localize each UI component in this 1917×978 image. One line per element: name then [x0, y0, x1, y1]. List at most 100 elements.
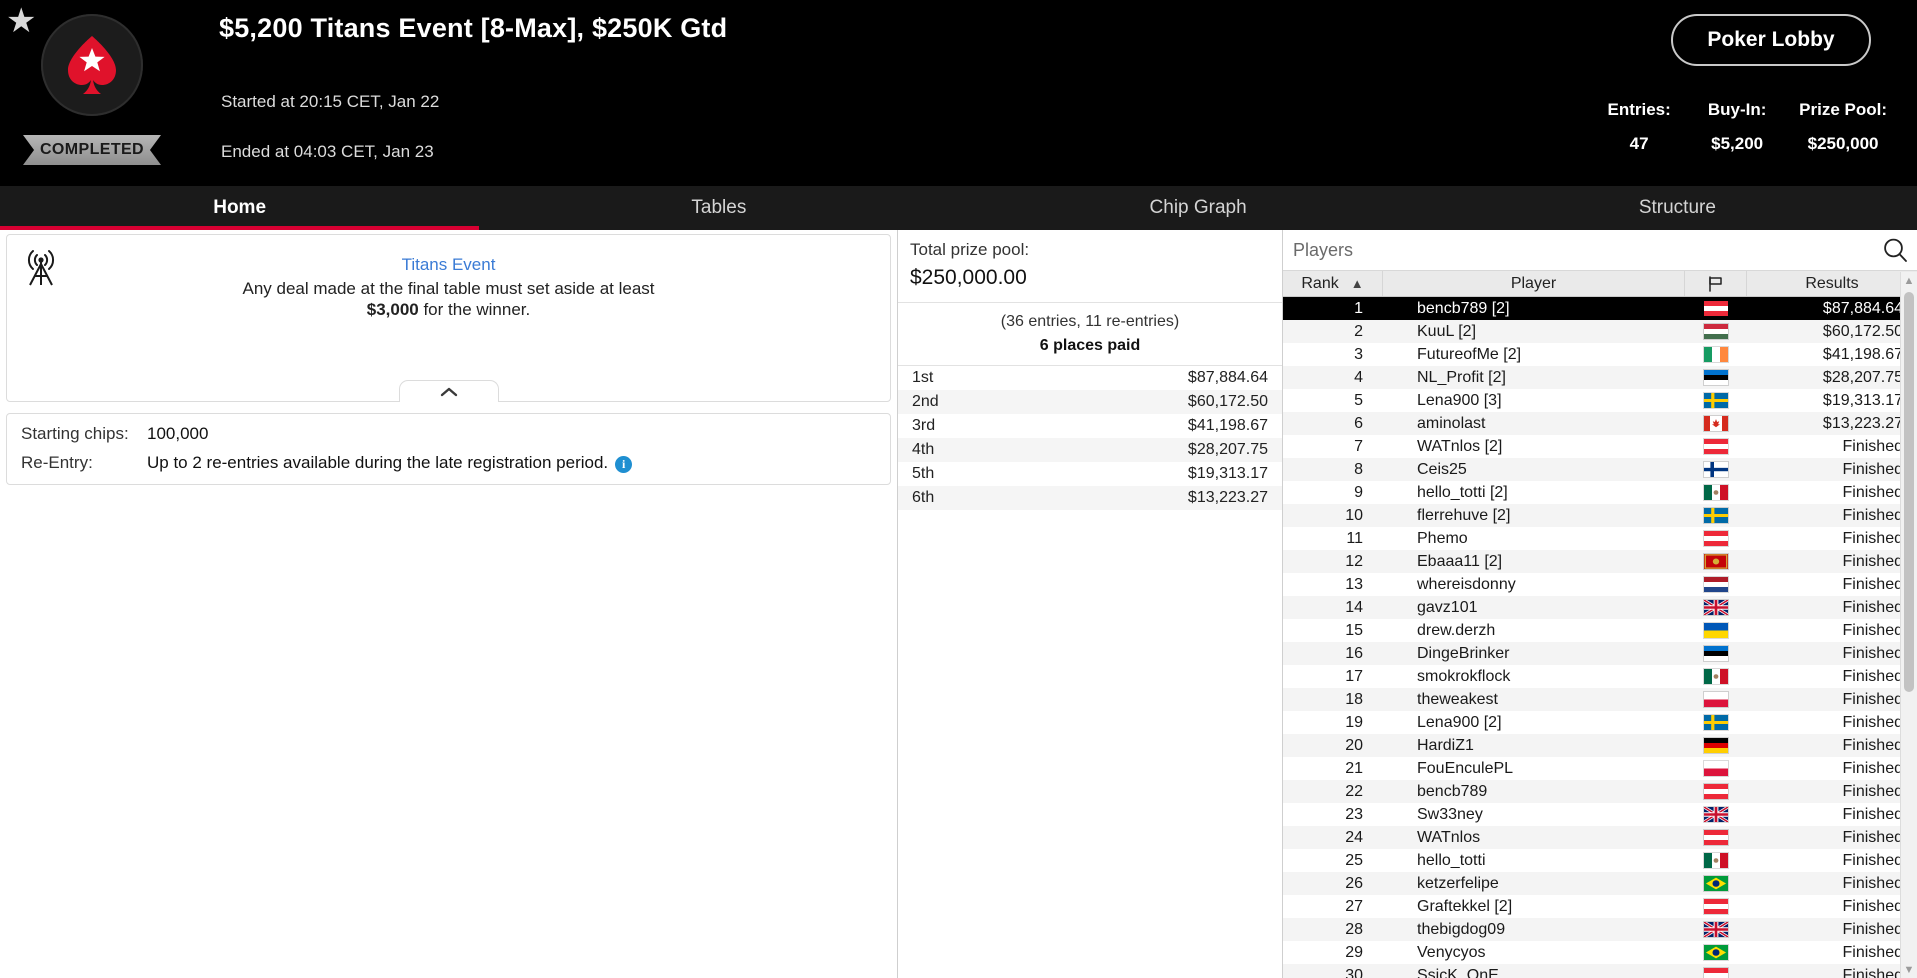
table-row[interactable]: 24 WATnlos Finished	[1283, 826, 1917, 850]
cell-country	[1685, 323, 1747, 341]
tab-structure[interactable]: Structure	[1638, 197, 1716, 218]
br-flag-icon	[1703, 944, 1729, 962]
prize-pool-column: Total prize pool: $250,000.00 (36 entrie…	[898, 230, 1283, 978]
table-row[interactable]: 2 KuuL [2] $60,172.50	[1283, 320, 1917, 344]
starting-chips-label: Starting chips:	[21, 424, 129, 443]
table-row[interactable]: 13 whereisdonny Finished	[1283, 573, 1917, 596]
cell-results: Finished	[1842, 506, 1903, 524]
fi-flag-icon	[1703, 461, 1729, 479]
payout-place: 6th	[912, 489, 935, 506]
players-scrollbar[interactable]: ▲ ▼	[1900, 272, 1917, 978]
cell-country	[1685, 576, 1747, 594]
table-row[interactable]: 29 Venycyos Finished	[1283, 941, 1917, 964]
cell-player: Lena900 [3]	[1417, 391, 1502, 409]
mx-flag-icon	[1703, 852, 1729, 870]
notice-line-1: Any deal made at the final table must se…	[242, 279, 655, 298]
cell-results: $13,223.27	[1822, 414, 1903, 432]
collapse-notice-button[interactable]	[398, 380, 499, 402]
notice-title: Titans Event	[401, 255, 496, 274]
cell-results: Finished	[1842, 460, 1903, 478]
column-header-rank[interactable]: Rank ▲	[1283, 271, 1383, 297]
table-row[interactable]: 5 Lena900 [3] $19,313.17	[1283, 389, 1917, 412]
players-column: Rank ▲ Player Results 1 bencb789 [2] $87,8…	[1283, 230, 1917, 978]
cell-rank: 21	[1345, 759, 1363, 777]
tab-chip-graph[interactable]: Chip Graph	[1149, 197, 1247, 218]
gb-flag-icon	[1703, 921, 1729, 939]
table-row[interactable]: 27 Graftekkel [2] Finished	[1283, 895, 1917, 918]
column-header-rank-label: Rank	[1301, 274, 1339, 292]
players-table-body: 1 bencb789 [2] $87,884.64 2 KuuL [2] $60,172.…	[1283, 297, 1917, 978]
table-row[interactable]: 14 gavz101 Finished	[1283, 596, 1917, 620]
chevron-up-icon	[440, 387, 457, 396]
table-row[interactable]: 17 smokrokflock Finished	[1283, 665, 1917, 688]
cell-country	[1685, 484, 1747, 502]
cell-player: thebigdog09	[1417, 920, 1506, 938]
poker-lobby-button[interactable]: Poker Lobby	[1671, 14, 1871, 66]
cell-country	[1685, 300, 1747, 318]
cell-rank: 22	[1345, 782, 1363, 800]
tab-tables[interactable]: Tables	[691, 197, 747, 218]
table-row[interactable]: 19 Lena900 [2] Finished	[1283, 711, 1917, 734]
info-icon[interactable]: i	[615, 456, 633, 473]
scrollbar-thumb[interactable]	[1904, 292, 1914, 692]
table-row[interactable]: 12 Ebaaa11 [2] Finished	[1283, 550, 1917, 574]
table-row[interactable]: 20 HardiZ1 Finished	[1283, 734, 1917, 758]
cell-player: gavz101	[1417, 598, 1478, 616]
scroll-down-icon[interactable]: ▼	[1903, 963, 1915, 976]
cell-player: hello_totti [2]	[1417, 483, 1508, 501]
cell-rank: 16	[1345, 644, 1363, 662]
cell-results: Finished	[1842, 575, 1903, 593]
cell-player: bencb789 [2]	[1417, 299, 1510, 317]
star-icon[interactable]: ★	[6, 2, 37, 40]
table-row[interactable]: 3 FutureofMe [2] $41,198.67	[1283, 343, 1917, 366]
cell-player: SsicK_OnE	[1417, 966, 1499, 978]
search-input[interactable]	[1293, 239, 1881, 261]
table-row[interactable]: 8 Ceis25 Finished	[1283, 458, 1917, 482]
cell-rank: 29	[1345, 943, 1363, 961]
cell-rank: 23	[1345, 805, 1363, 823]
table-row[interactable]: 22 bencb789 Finished	[1283, 780, 1917, 804]
reentry-label: Re-Entry:	[21, 453, 93, 472]
at-flag-icon	[1703, 967, 1729, 978]
payout-place: 5th	[912, 465, 935, 482]
table-row[interactable]: 10 flerrehuve [2] Finished	[1283, 504, 1917, 528]
table-row[interactable]: 23 Sw33ney Finished	[1283, 803, 1917, 826]
total-prize-pool: Total prize pool: $250,000.00	[898, 230, 1282, 303]
table-row[interactable]: 16 DingeBrinker Finished	[1283, 642, 1917, 666]
cell-country	[1685, 668, 1747, 686]
table-row[interactable]: 25 hello_totti Finished	[1283, 849, 1917, 872]
table-row[interactable]: 15 drew.derzh Finished	[1283, 619, 1917, 642]
scroll-up-icon[interactable]: ▲	[1903, 274, 1915, 287]
table-row[interactable]: 30 SsicK_OnE Finished	[1283, 964, 1917, 978]
search-icon[interactable]	[1881, 236, 1909, 264]
table-row[interactable]: 9 hello_totti [2] Finished	[1283, 481, 1917, 504]
table-row[interactable]: 21 FouEnculePL Finished	[1283, 757, 1917, 780]
table-row[interactable]: 7 WATnlos [2] Finished	[1283, 435, 1917, 458]
column-header-results[interactable]: Results	[1747, 271, 1917, 296]
cell-player: smokrokflock	[1417, 667, 1511, 685]
table-row[interactable]: 6 aminolast $13,223.27	[1283, 412, 1917, 436]
table-row[interactable]: 28 thebigdog09 Finished	[1283, 918, 1917, 942]
tab-home[interactable]: Home	[0, 186, 480, 230]
column-header-player[interactable]: Player	[1383, 271, 1685, 297]
stat-entries: Entries: 47	[1603, 100, 1675, 154]
cell-country	[1685, 852, 1747, 870]
column-header-country[interactable]	[1685, 271, 1747, 297]
cell-player: FutureofMe [2]	[1417, 345, 1522, 363]
page-title: $5,200 Titans Event [8-Max], $250K Gtd	[219, 13, 728, 43]
table-row[interactable]: 18 theweakest Finished	[1283, 688, 1917, 712]
cell-results: Finished	[1842, 897, 1903, 915]
cell-country	[1685, 599, 1747, 617]
column-header-player-label: Player	[1510, 274, 1557, 292]
payout-row: 6th $13,223.27	[898, 486, 1282, 510]
ca-flag-icon	[1703, 415, 1729, 433]
table-row[interactable]: 11 Phemo Finished	[1283, 527, 1917, 550]
stat-buyin-value: $5,200	[1711, 134, 1764, 153]
table-row[interactable]: 1 bencb789 [2] $87,884.64	[1283, 297, 1917, 321]
cell-player: KuuL [2]	[1417, 322, 1477, 340]
table-row[interactable]: 4 NL_Profit [2] $28,207.75	[1283, 366, 1917, 390]
cell-results: Finished	[1842, 437, 1903, 455]
pl-flag-icon	[1703, 760, 1729, 778]
cell-country	[1685, 760, 1747, 778]
table-row[interactable]: 26 ketzerfelipe Finished	[1283, 872, 1917, 896]
